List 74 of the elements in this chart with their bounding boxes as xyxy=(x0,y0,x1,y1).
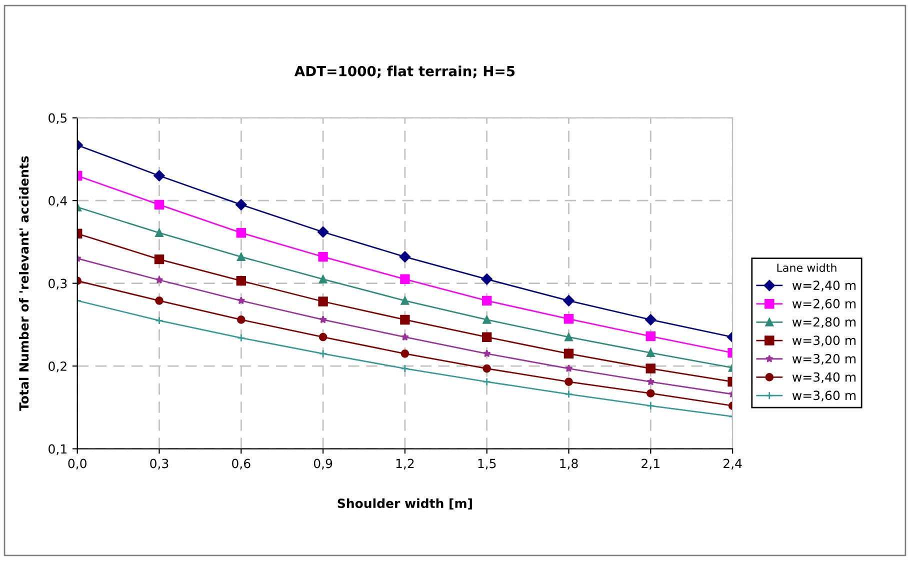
point xyxy=(237,296,246,304)
y-tick-label: 0,1 xyxy=(48,444,66,455)
point xyxy=(236,199,247,210)
legend-label: w=2,80 m xyxy=(792,317,856,328)
point xyxy=(318,332,328,342)
point xyxy=(236,316,246,324)
y-tick-label: 0,3 xyxy=(48,278,67,290)
x-tick-label: 0,6 xyxy=(232,458,250,470)
legend-label: w=3,00 m xyxy=(792,336,856,346)
x-tick-label: 2,4 xyxy=(724,458,742,470)
x-tick-label: 1,5 xyxy=(478,458,496,470)
point xyxy=(564,364,573,372)
point xyxy=(564,390,573,398)
x-tick-label: 2,1 xyxy=(642,458,660,470)
point xyxy=(646,402,655,410)
x-tick-label: 0,3 xyxy=(150,458,168,470)
point xyxy=(236,276,246,286)
point xyxy=(154,254,164,264)
point xyxy=(155,276,164,284)
point xyxy=(482,349,491,358)
point xyxy=(318,296,328,306)
point xyxy=(400,274,410,284)
point xyxy=(564,378,573,386)
x-tick-label: 1,8 xyxy=(560,458,578,470)
legend-label: w=3,20 m xyxy=(792,354,856,365)
point xyxy=(319,316,328,324)
point xyxy=(317,226,329,238)
legend-label: w=3,40 m xyxy=(792,372,856,384)
point xyxy=(646,364,656,374)
point xyxy=(155,296,164,305)
point xyxy=(155,228,164,237)
point xyxy=(318,252,328,262)
x-tick-label: 1,2 xyxy=(396,458,414,470)
point xyxy=(563,295,574,306)
point xyxy=(646,348,655,357)
point xyxy=(646,389,655,398)
point xyxy=(482,316,492,324)
legend-label: w=2,40 m xyxy=(792,280,856,292)
point xyxy=(400,296,410,305)
point xyxy=(564,348,574,358)
point xyxy=(482,364,492,373)
x-tick-label: 0,0 xyxy=(68,458,86,470)
point xyxy=(399,251,411,262)
legend-title: Lane width xyxy=(777,263,836,272)
point xyxy=(400,349,410,358)
point xyxy=(318,349,328,358)
x-axis-title: Shoulder width [m] xyxy=(338,498,472,510)
y-axis-title: Total Number of 'relevant' accidents xyxy=(18,156,29,411)
point xyxy=(481,274,492,285)
legend-label: w=3,60 m xyxy=(792,390,856,402)
y-tick-label: 0,4 xyxy=(48,196,67,207)
point xyxy=(646,378,655,386)
point xyxy=(236,228,246,238)
y-tick-label: 0,5 xyxy=(48,113,67,124)
point xyxy=(400,314,410,325)
point xyxy=(236,334,246,342)
point xyxy=(564,332,573,342)
legend-label: w=2,60 m xyxy=(792,298,856,310)
point xyxy=(400,332,409,341)
point xyxy=(482,378,492,386)
point xyxy=(154,170,165,182)
point xyxy=(318,275,328,284)
chart-title: ADT=1000; flat terrain; H=5 xyxy=(294,66,515,78)
point xyxy=(564,314,574,324)
point xyxy=(154,200,164,210)
point xyxy=(482,296,492,306)
y-tick-label: 0,2 xyxy=(48,362,66,372)
x-tick-label: 0,9 xyxy=(314,458,332,470)
point xyxy=(482,332,492,342)
point xyxy=(155,316,164,325)
point xyxy=(400,364,410,373)
point xyxy=(646,331,656,342)
point xyxy=(236,252,246,261)
point xyxy=(645,314,656,326)
